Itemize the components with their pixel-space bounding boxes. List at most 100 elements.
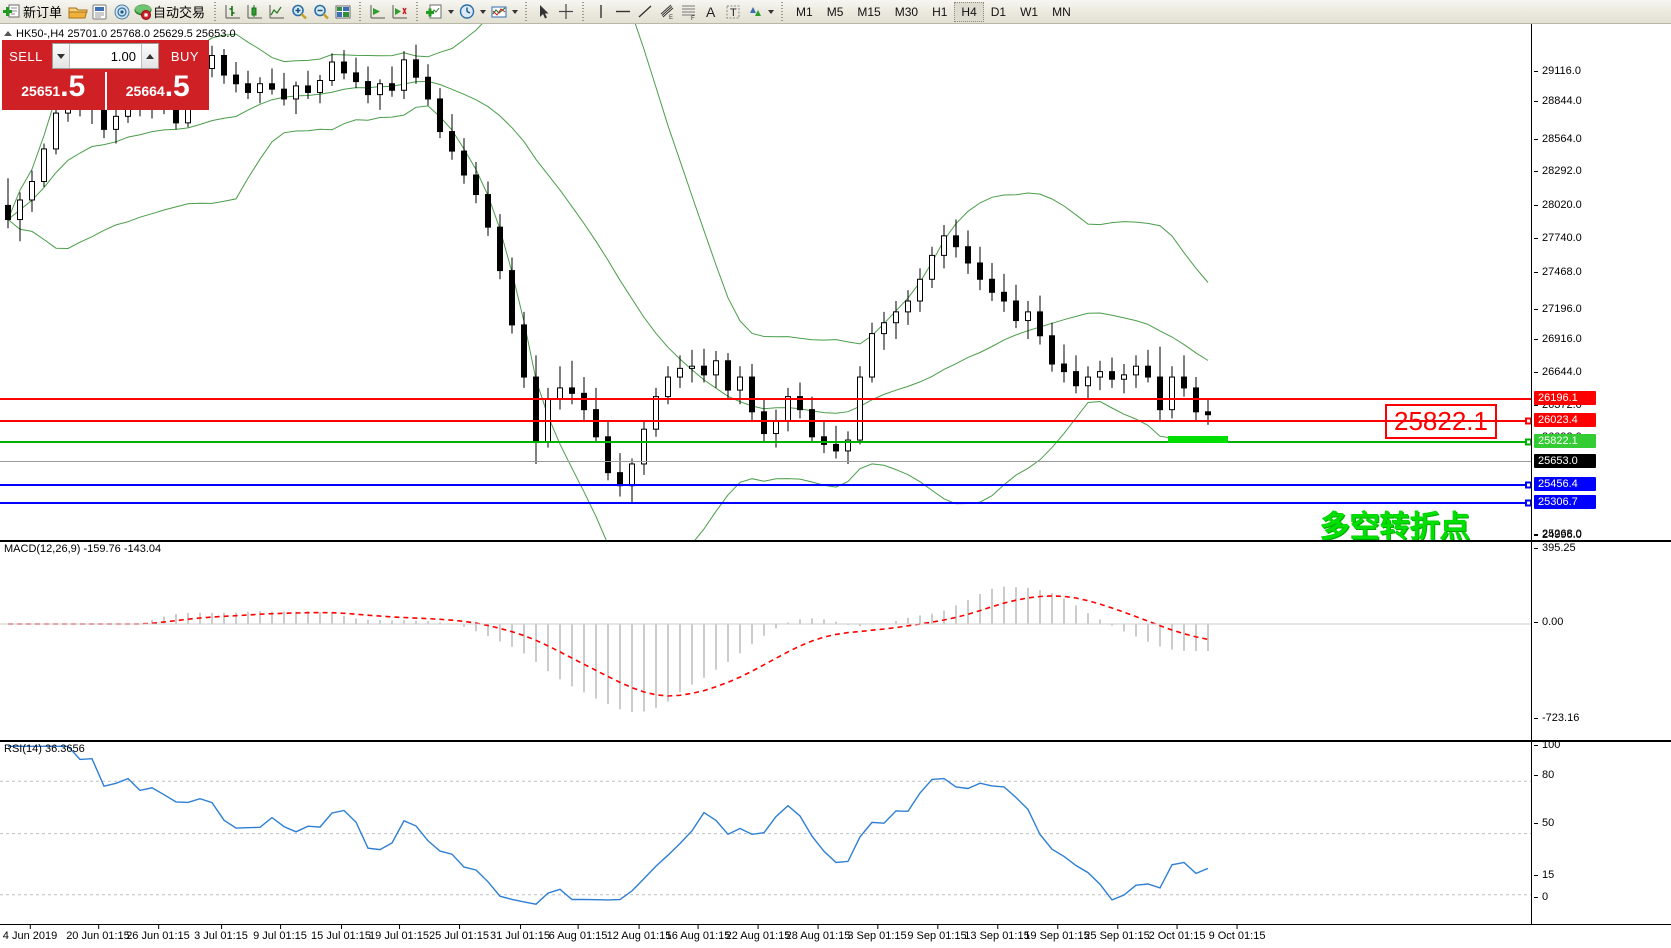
- timeframe-mn[interactable]: MN: [1052, 4, 1071, 19]
- timeframe-m5[interactable]: M5: [826, 4, 844, 19]
- rsi-tick: 0: [1534, 891, 1548, 903]
- price-level-badge[interactable]: 25306.7: [1534, 495, 1596, 509]
- price-level-line[interactable]: [0, 417, 1531, 425]
- time-tick: 22 Aug 01:15: [726, 924, 790, 942]
- indicator-button[interactable]: [488, 1, 520, 23]
- vertical-line-icon: [592, 3, 610, 21]
- level-drag-handle[interactable]: [1525, 438, 1531, 446]
- macd-panel[interactable]: MACD(12,26,9) -159.76 -143.04 395.25 0.00…: [0, 540, 1671, 740]
- price-tick: 24996.0: [1534, 529, 1582, 541]
- autotrade-label: 自动交易: [153, 6, 206, 21]
- buy-price-dec: .5: [164, 70, 190, 103]
- equidistant-channel-icon: E: [658, 3, 676, 21]
- buy-button[interactable]: BUY: [170, 48, 200, 64]
- volume-decrement-button[interactable]: [53, 44, 70, 68]
- price-scale[interactable]: 29116.0 28844.0 28564.0 28292.0 28020.0 27740…: [1531, 24, 1671, 574]
- crosshair-button[interactable]: [555, 1, 577, 23]
- candlestick-chart-button[interactable]: [244, 1, 266, 23]
- level-drag-handle[interactable]: [1525, 481, 1531, 489]
- price-level-badge[interactable]: 25653.0: [1534, 454, 1596, 468]
- timeframe-m1[interactable]: M1: [796, 4, 813, 19]
- time-tick: 28 Aug 01:15: [786, 924, 850, 942]
- price-level-badge[interactable]: 26196.1: [1534, 391, 1596, 405]
- line-chart-button[interactable]: [266, 1, 288, 23]
- buy-price[interactable]: 25664.5: [106, 70, 209, 110]
- news-button[interactable]: [88, 1, 110, 23]
- volume-value[interactable]: 1.00: [110, 48, 136, 64]
- trendline-button[interactable]: [634, 1, 656, 23]
- price-level-badge[interactable]: 25822.1: [1534, 434, 1596, 448]
- timeframe-h1[interactable]: H1: [932, 4, 948, 19]
- symbol-header: HK50-,H4 25701.0 25768.0 25629.5 25653.0: [4, 28, 236, 40]
- chart-shift-icon: [369, 3, 387, 21]
- one-click-trading-panel[interactable]: SELL 1.00 BUY 25651.5 25664.5: [2, 40, 209, 110]
- folder-button[interactable]: [66, 1, 88, 23]
- text-button[interactable]: A: [700, 1, 722, 23]
- chinese-annotation: 多空转折点: [1320, 510, 1470, 540]
- fibonacci-button[interactable]: F: [678, 1, 700, 23]
- chevron-down-icon-4[interactable]: [768, 9, 775, 14]
- time-tick: 19 Sep 01:15: [1024, 924, 1090, 942]
- price-level-line[interactable]: [0, 461, 1531, 462]
- vertical-line-button[interactable]: [590, 1, 612, 23]
- chevron-up-icon-vol: [146, 53, 154, 59]
- chevron-down-icon-3[interactable]: [512, 9, 519, 14]
- cursor-button[interactable]: [533, 1, 555, 23]
- new-order-button[interactable]: 新订单: [2, 1, 66, 23]
- timeframe-m30[interactable]: M30: [894, 4, 919, 19]
- price-tick: 26644.0: [1534, 366, 1582, 378]
- text-label-button[interactable]: T: [722, 1, 744, 23]
- price-level-line[interactable]: [0, 398, 1531, 400]
- chevron-down-icon-vol: [57, 53, 65, 59]
- zoom-in-button[interactable]: [288, 1, 310, 23]
- autotrade-button[interactable]: 自动交易: [132, 1, 209, 23]
- data-window-icon: [334, 3, 352, 21]
- chart-container[interactable]: HK50-,H4 25701.0 25768.0 25629.5 25653.0…: [0, 24, 1671, 948]
- data-window-button[interactable]: [332, 1, 354, 23]
- auto-scroll-button[interactable]: [389, 1, 411, 23]
- time-tick: 20 Jun 01:15: [66, 924, 130, 942]
- sell-price[interactable]: 25651.5: [2, 72, 107, 110]
- bar-chart-icon: [224, 3, 242, 21]
- volume-stepper[interactable]: 1.00: [52, 43, 159, 69]
- price-level-line[interactable]: [0, 438, 1531, 446]
- period-button[interactable]: [456, 1, 488, 23]
- timeframe-m15[interactable]: M15: [857, 4, 881, 19]
- sell-button[interactable]: SELL: [9, 48, 43, 64]
- template-button[interactable]: [424, 1, 456, 23]
- cursor-icon: [535, 3, 553, 21]
- level-drag-handle[interactable]: [1525, 417, 1531, 425]
- level-drag-handle[interactable]: [1525, 499, 1531, 507]
- price-plot[interactable]: HK50-,H4 25701.0 25768.0 25629.5 25653.0…: [0, 24, 1531, 540]
- macd-tick: -723.16: [1534, 712, 1579, 724]
- equidistant-channel-button[interactable]: E: [656, 1, 678, 23]
- shapes-button[interactable]: [744, 1, 776, 23]
- price-level-badge[interactable]: 26023.4: [1534, 413, 1596, 427]
- rsi-tick: 80: [1534, 769, 1554, 781]
- bar-chart-button[interactable]: [222, 1, 244, 23]
- autotrade-icon: [133, 3, 152, 21]
- signals-button[interactable]: [110, 1, 132, 23]
- svg-text:T: T: [730, 7, 737, 19]
- time-axis[interactable]: 4 Jun 2019 20 Jun 01:15 26 Jun 01:15 3 Jul …: [0, 924, 1671, 948]
- timeframe-h4[interactable]: H4: [954, 1, 984, 22]
- timeframe-d1[interactable]: D1: [990, 4, 1007, 19]
- rsi-panel[interactable]: RSI(14) 36.3656 100 80 50 15 0: [0, 739, 1671, 924]
- text-icon: A: [702, 3, 720, 21]
- collapse-triangle-icon[interactable]: [4, 31, 12, 36]
- timeframe-w1[interactable]: W1: [1020, 4, 1039, 19]
- zoom-out-button[interactable]: [310, 1, 332, 23]
- volume-increment-button[interactable]: [141, 44, 158, 68]
- price-tick: 29116.0: [1534, 65, 1581, 77]
- horizontal-line-button[interactable]: [612, 1, 634, 23]
- svg-text:E: E: [669, 15, 673, 21]
- chevron-down-icon[interactable]: [448, 9, 455, 14]
- chevron-down-icon-2[interactable]: [480, 9, 487, 14]
- price-level-line[interactable]: [0, 481, 1531, 489]
- price-level-badge[interactable]: 25456.4: [1534, 477, 1596, 491]
- price-level-line[interactable]: [0, 499, 1531, 507]
- chart-shift-button[interactable]: [367, 1, 389, 23]
- macd-scale: 395.25 0.00 -723.16: [1531, 540, 1671, 740]
- time-tick: 12 Aug 01:15: [607, 924, 671, 942]
